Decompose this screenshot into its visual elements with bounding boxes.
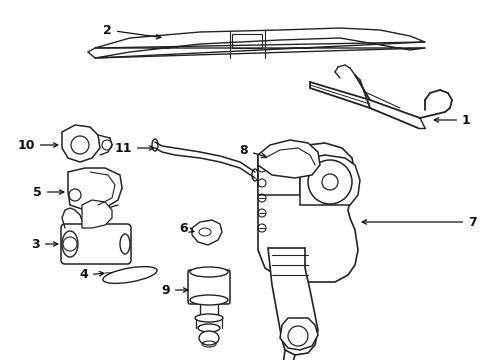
Text: 9: 9 xyxy=(161,284,187,297)
Polygon shape xyxy=(258,140,319,178)
Ellipse shape xyxy=(120,234,130,254)
Text: 7: 7 xyxy=(362,216,476,229)
FancyBboxPatch shape xyxy=(61,224,131,264)
Polygon shape xyxy=(95,28,424,58)
Polygon shape xyxy=(68,168,122,210)
Polygon shape xyxy=(82,200,112,228)
Polygon shape xyxy=(267,248,317,355)
Text: 3: 3 xyxy=(31,238,58,251)
Ellipse shape xyxy=(62,231,78,257)
Ellipse shape xyxy=(199,331,219,345)
Text: 8: 8 xyxy=(239,144,265,158)
Polygon shape xyxy=(258,143,357,282)
Text: 5: 5 xyxy=(33,185,64,198)
Text: 11: 11 xyxy=(114,141,154,154)
Ellipse shape xyxy=(195,314,223,322)
Text: 6: 6 xyxy=(179,221,193,234)
Polygon shape xyxy=(280,318,317,350)
Text: 4: 4 xyxy=(79,269,103,282)
Polygon shape xyxy=(299,155,359,205)
Text: 1: 1 xyxy=(433,113,470,126)
Polygon shape xyxy=(258,155,299,195)
FancyBboxPatch shape xyxy=(187,270,229,304)
Ellipse shape xyxy=(190,267,227,277)
Ellipse shape xyxy=(102,267,157,283)
Polygon shape xyxy=(62,125,100,162)
Ellipse shape xyxy=(198,324,220,332)
Text: 10: 10 xyxy=(18,139,58,152)
Polygon shape xyxy=(192,220,222,245)
FancyBboxPatch shape xyxy=(200,300,218,318)
Ellipse shape xyxy=(190,295,227,305)
Text: 2: 2 xyxy=(103,23,161,39)
